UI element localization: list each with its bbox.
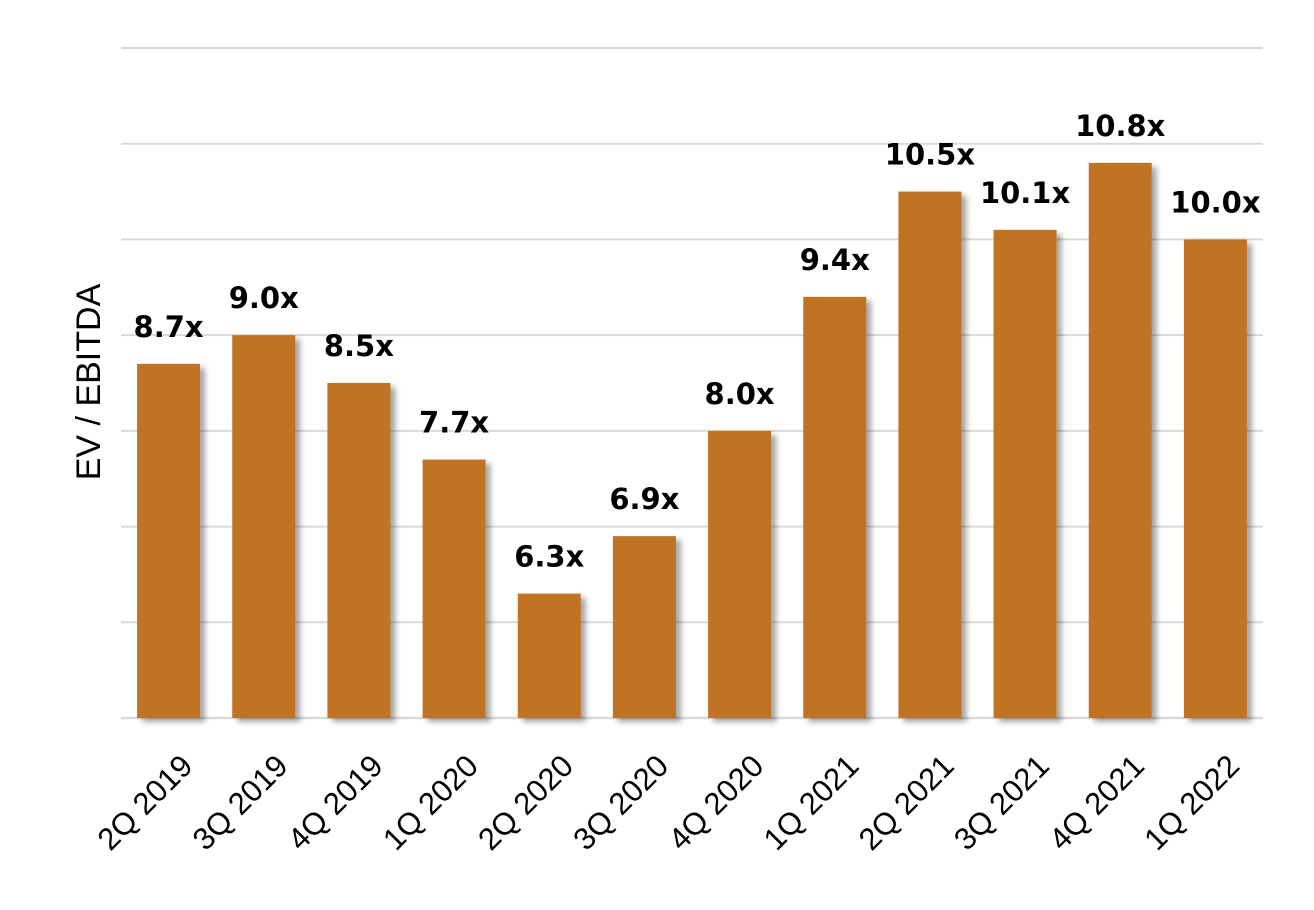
x-tick-label: 1Q 2022 — [1137, 748, 1246, 857]
bar-4q-2020 — [708, 430, 772, 718]
bar-4q-2021 — [1088, 162, 1152, 718]
x-tick-label: 1Q 2020 — [376, 748, 485, 857]
data-label: 9.0x — [229, 281, 299, 315]
data-label: 10.8x — [1075, 109, 1166, 143]
bar-3q-2021 — [993, 229, 1057, 718]
data-label: 10.0x — [1170, 185, 1261, 219]
data-label: 6.3x — [514, 540, 584, 574]
x-tick-label: 2Q 2021 — [852, 748, 961, 857]
bar-2q-2021 — [898, 191, 962, 719]
data-label: 8.7x — [134, 310, 204, 344]
bar-3q-2020 — [612, 536, 676, 718]
gridlines — [121, 47, 1263, 720]
data-label: 10.5x — [885, 138, 976, 172]
bar-1q-2022 — [1183, 239, 1247, 718]
data-label: 9.4x — [800, 243, 870, 277]
x-tick-label: 2Q 2020 — [471, 748, 580, 857]
bar-2q-2020 — [517, 593, 581, 718]
y-axis-label: EV / EBITDA — [70, 283, 108, 480]
data-label: 10.1x — [980, 176, 1071, 210]
x-tick-label: 1Q 2021 — [757, 748, 866, 857]
bar-1q-2021 — [803, 296, 867, 718]
bar-2q-2019 — [137, 363, 201, 718]
bar-4q-2019 — [327, 383, 391, 718]
bar-3q-2019 — [232, 335, 296, 718]
data-label: 8.5x — [324, 329, 394, 363]
x-tick-label: 3Q 2019 — [186, 748, 295, 857]
x-tick-label: 4Q 2020 — [662, 748, 771, 857]
x-tick-label: 3Q 2020 — [566, 748, 675, 857]
x-tick-label: 4Q 2019 — [281, 748, 390, 857]
data-label: 6.9x — [609, 482, 679, 516]
bars — [137, 162, 1247, 719]
bar-1q-2020 — [422, 459, 486, 718]
x-tick-label: 4Q 2021 — [1042, 748, 1151, 857]
data-label: 8.0x — [705, 377, 775, 411]
data-labels: 8.7x9.0x8.5x7.7x6.3x6.9x8.0x9.4x10.5x10.… — [134, 109, 1261, 574]
x-tick-label: 2Q 2019 — [91, 748, 200, 857]
x-tick-label: 3Q 2021 — [947, 748, 1056, 857]
data-label: 7.7x — [419, 406, 489, 440]
